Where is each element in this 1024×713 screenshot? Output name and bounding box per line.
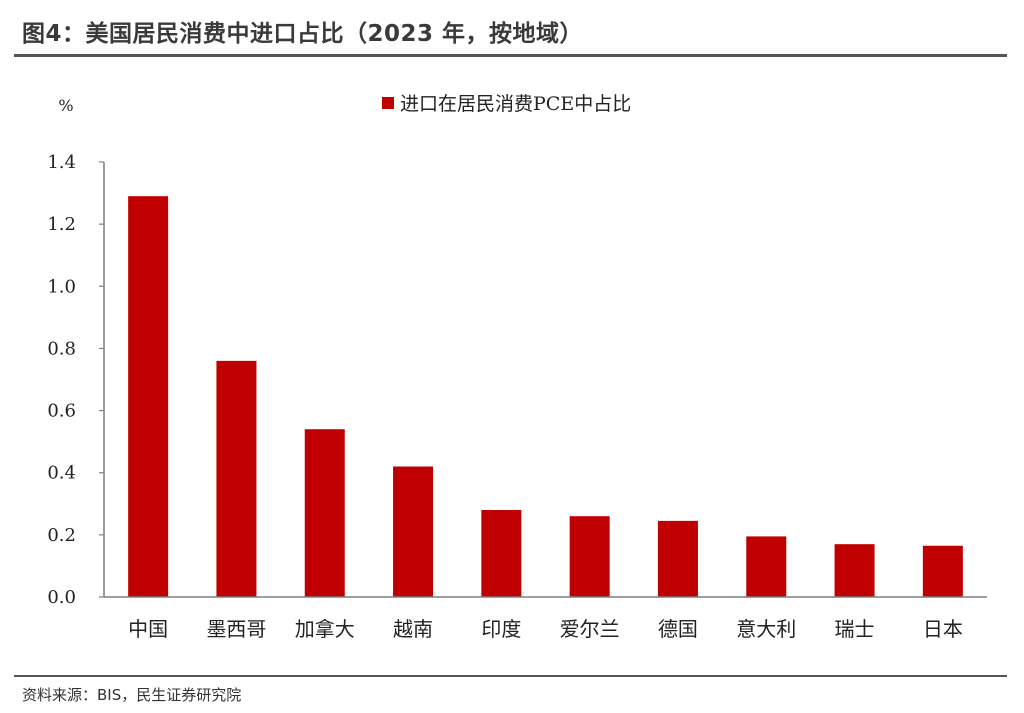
x-category-label: 意大利 <box>736 617 796 641</box>
bar-chart: % 进口在居民消费PCE中占比 0.0 0.2 0.4 0.6 0.8 1.0 1.2 1.4… <box>47 93 987 641</box>
bar-9 <box>834 544 875 597</box>
x-category-label: 瑞士 <box>835 617 875 641</box>
source-note: 资料来源：BIS，民生证券研究院 <box>22 686 242 704</box>
bar-2 <box>216 360 257 597</box>
x-category-label: 越南 <box>393 617 433 641</box>
legend-swatch <box>382 97 394 109</box>
x-category-label: 加拿大 <box>295 617 355 641</box>
y-tick-label: 0.2 <box>47 525 76 546</box>
x-category-label: 中国 <box>128 617 168 641</box>
x-category-label: 日本 <box>923 617 963 641</box>
y-tick-label: 1.2 <box>47 214 76 235</box>
bar-6 <box>569 516 610 597</box>
legend-label: 进口在居民消费PCE中占比 <box>400 93 631 115</box>
footer-divider <box>14 675 1007 677</box>
legend: 进口在居民消费PCE中占比 <box>382 93 631 115</box>
bar-4 <box>393 466 434 597</box>
bars <box>128 196 963 597</box>
bar-8 <box>746 536 787 597</box>
y-tick-label: 0.8 <box>47 338 76 359</box>
y-tick-label: 1.4 <box>47 152 76 173</box>
y-tick-label: 0.0 <box>47 587 76 608</box>
bar-5 <box>481 510 522 597</box>
bar-7 <box>657 520 698 597</box>
x-category-label: 德国 <box>658 617 698 641</box>
bar-10 <box>922 545 963 597</box>
x-axis-labels: 中国 墨西哥 加拿大 越南 印度 爱尔兰 德国 意大利 瑞士 日本 <box>128 617 963 641</box>
y-tick-label: 0.6 <box>47 401 76 422</box>
figure-title: 图4：美国居民消费中进口占比（2023 年，按地域） <box>22 21 584 47</box>
y-tick-label: 1.0 <box>47 276 76 297</box>
bar-3 <box>304 429 345 597</box>
y-unit-label: % <box>58 96 73 115</box>
x-category-label: 爱尔兰 <box>560 617 620 641</box>
x-category-label: 印度 <box>481 617 521 641</box>
title-divider <box>14 54 1007 57</box>
y-axis-ticks: 0.0 0.2 0.4 0.6 0.8 1.0 1.2 1.4 <box>47 152 104 608</box>
y-tick-label: 0.4 <box>47 463 76 484</box>
x-category-label: 墨西哥 <box>206 617 266 641</box>
bar-1 <box>128 196 169 597</box>
